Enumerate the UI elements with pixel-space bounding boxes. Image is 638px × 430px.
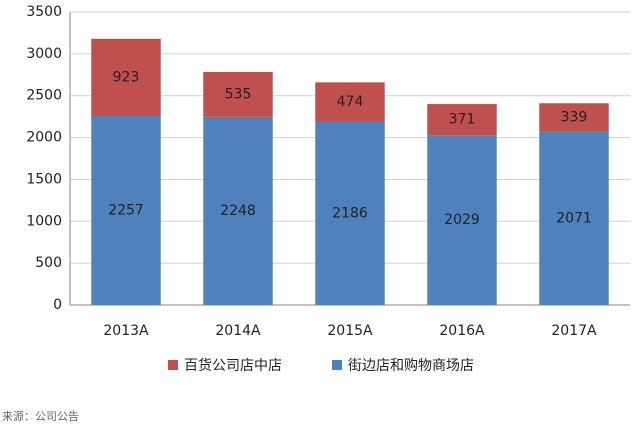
y-tick-label: 2500 (26, 88, 62, 104)
bar-segment (539, 103, 609, 132)
data-label: 535 (225, 86, 252, 102)
y-tick-label: 3500 (26, 4, 62, 20)
x-tick-label: 2015A (327, 323, 373, 339)
bar-segment (427, 135, 497, 305)
bar-segment (315, 82, 385, 123)
legend-swatch (168, 360, 178, 370)
bar-segment (91, 38, 161, 117)
y-tick-label: 1000 (26, 213, 62, 229)
y-tick-label: 500 (35, 255, 62, 271)
data-label: 371 (449, 112, 476, 128)
source-note: 来源：公司公告 (2, 409, 79, 423)
x-tick-label: 2013A (103, 323, 149, 339)
y-tick-label: 2000 (26, 130, 62, 146)
data-label: 2257 (108, 203, 144, 219)
legend-swatch (332, 360, 342, 370)
data-label: 2071 (556, 210, 592, 226)
y-tick-label: 0 (53, 297, 62, 313)
x-tick-label: 2017A (551, 323, 597, 339)
legend-label: 百货公司店中店 (184, 357, 282, 374)
legend-label: 街边店和购物商场店 (348, 358, 474, 374)
bar-segment (203, 72, 273, 117)
data-label: 2186 (332, 206, 368, 222)
data-label: 2248 (220, 203, 256, 219)
data-label: 339 (561, 109, 588, 125)
bar-segment (91, 116, 161, 305)
bar-segment (315, 122, 385, 305)
y-tick-label: 1500 (26, 171, 62, 187)
data-label: 2029 (444, 212, 480, 228)
data-label: 923 (113, 69, 140, 85)
data-label: 474 (337, 94, 364, 110)
x-tick-label: 2016A (439, 323, 485, 339)
x-tick-label: 2014A (215, 323, 261, 339)
bar-segment (203, 116, 273, 305)
y-tick-label: 3000 (26, 46, 62, 62)
bar-segment (539, 131, 609, 305)
bar-segment (427, 104, 497, 136)
